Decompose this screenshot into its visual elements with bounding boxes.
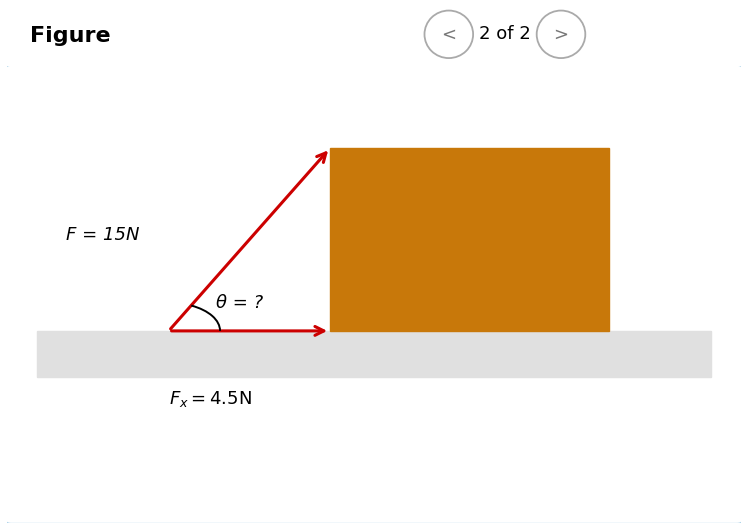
Bar bbox=[330, 148, 609, 331]
Text: F = 15N: F = 15N bbox=[66, 226, 140, 244]
FancyBboxPatch shape bbox=[5, 64, 743, 524]
Text: θ = ?: θ = ? bbox=[216, 295, 263, 313]
Text: $F_x = 4.5\mathrm{N}$: $F_x = 4.5\mathrm{N}$ bbox=[169, 390, 251, 409]
Text: Figure: Figure bbox=[30, 26, 111, 46]
Text: <: < bbox=[441, 25, 456, 43]
Text: >: > bbox=[554, 25, 568, 43]
Bar bbox=[37, 331, 711, 376]
Text: 2 of 2: 2 of 2 bbox=[479, 25, 531, 43]
